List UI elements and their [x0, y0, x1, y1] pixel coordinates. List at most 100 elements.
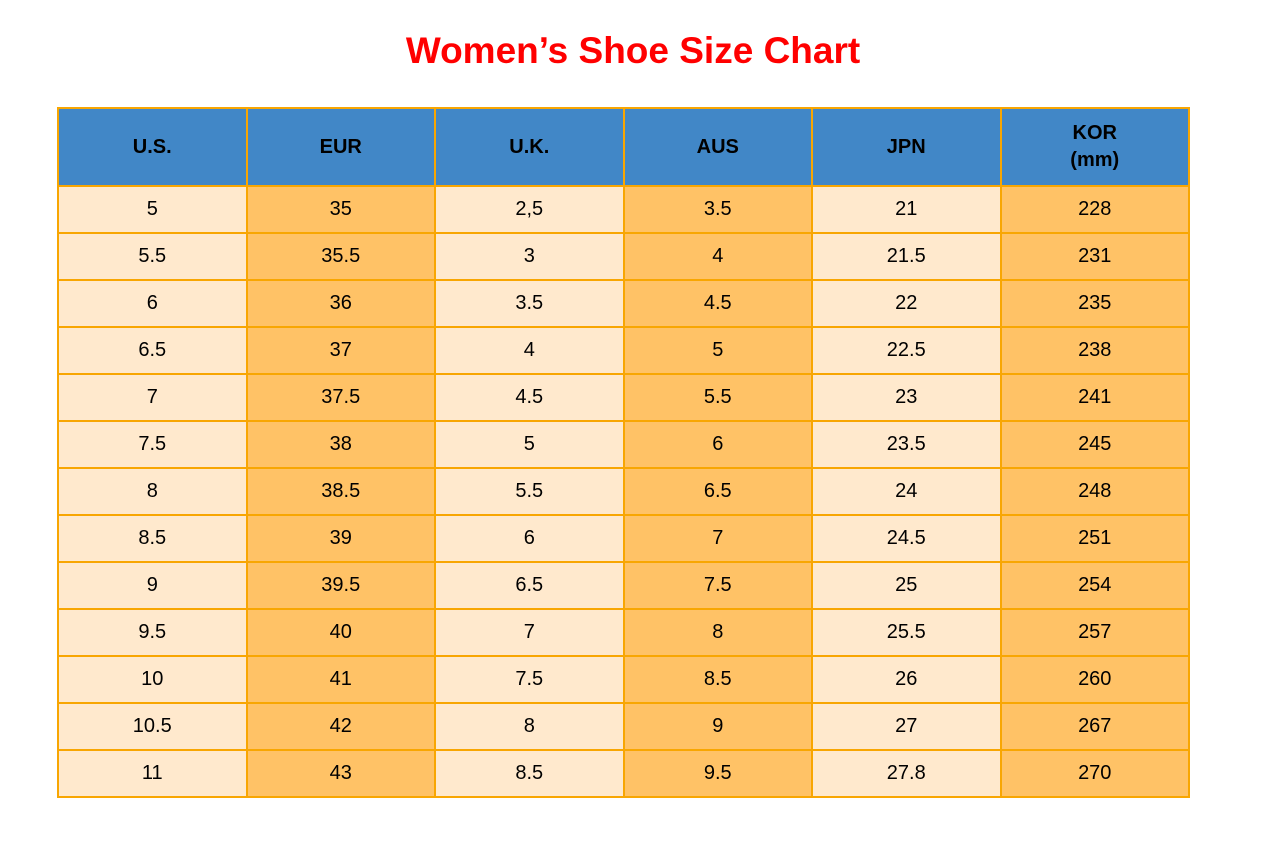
table-cell: 7	[57, 373, 248, 422]
table-cell: 6.5	[57, 326, 248, 375]
table-cell: 254	[999, 561, 1190, 610]
table-cell: 11	[57, 749, 248, 798]
table-cell: 3.5	[622, 185, 813, 234]
page-title: Women’s Shoe Size Chart	[405, 30, 861, 71]
table-cell: 21.5	[811, 232, 1002, 281]
table-cell: 6.5	[434, 561, 625, 610]
table-cell: 7	[622, 514, 813, 563]
table-cell: 5	[622, 326, 813, 375]
table-row-11: 10.5 42 8 9 27 267	[57, 702, 1190, 751]
table-cell: 8	[434, 702, 625, 751]
table-row-7: 8.5 39 6 7 24.5 251	[57, 514, 1190, 563]
table-body: 5 35 2,5 3.5 21 228 5.5 35.5 3 4 21.5 231 6 36 3.5 4.5 2…	[57, 185, 1190, 798]
column-header-kor-line2: (mm)	[1070, 149, 1120, 171]
table-cell: 6.5	[622, 467, 813, 516]
table-cell: 38.5	[245, 467, 436, 516]
table-cell: 7.5	[434, 655, 625, 704]
table-cell: 231	[999, 232, 1190, 281]
table-cell: 4.5	[434, 373, 625, 422]
table-cell: 238	[999, 326, 1190, 375]
table-row-3: 6.5 37 4 5 22.5 238	[57, 326, 1190, 375]
table-row-2: 6 36 3.5 4.5 22 235	[57, 279, 1190, 328]
table-row-8: 9 39.5 6.5 7.5 25 254	[57, 561, 1190, 610]
table-row-4: 7 37.5 4.5 5.5 23 241	[57, 373, 1190, 422]
table-cell: 8.5	[434, 749, 625, 798]
table-cell: 6	[434, 514, 625, 563]
table-cell: 25	[811, 561, 1002, 610]
table-cell: 39.5	[245, 561, 436, 610]
table-cell: 251	[999, 514, 1190, 563]
table-row-1: 5.5 35.5 3 4 21.5 231	[57, 232, 1190, 281]
table-cell: 6	[57, 279, 248, 328]
table-cell: 9.5	[622, 749, 813, 798]
table-row-5: 7.5 38 5 6 23.5 245	[57, 420, 1190, 469]
table-cell: 8	[57, 467, 248, 516]
column-header-eur: EUR	[245, 107, 436, 187]
table-cell: 41	[245, 655, 436, 704]
table-cell: 235	[999, 279, 1190, 328]
table-cell: 25.5	[811, 608, 1002, 657]
table-row-12: 11 43 8.5 9.5 27.8 270	[57, 749, 1190, 798]
table-cell: 35	[245, 185, 436, 234]
table-cell: 2,5	[434, 185, 625, 234]
table-cell: 5.5	[434, 467, 625, 516]
table-cell: 7.5	[57, 420, 248, 469]
table-cell: 24.5	[811, 514, 1002, 563]
table-cell: 8.5	[622, 655, 813, 704]
shoe-size-table: U.S. EUR U.K. AUS JPN KOR (mm) 5 35 2,5 3.5…	[57, 107, 1190, 798]
table-cell: 21	[811, 185, 1002, 234]
column-header-jpn: JPN	[811, 107, 1002, 187]
table-cell: 4.5	[622, 279, 813, 328]
table-cell: 257	[999, 608, 1190, 657]
table-cell: 267	[999, 702, 1190, 751]
column-header-aus: AUS	[622, 107, 813, 187]
table-cell: 35.5	[245, 232, 436, 281]
table-cell: 37	[245, 326, 436, 375]
column-header-us: U.S.	[57, 107, 248, 187]
table-cell: 23.5	[811, 420, 1002, 469]
table-cell: 42	[245, 702, 436, 751]
table-cell: 27	[811, 702, 1002, 751]
table-cell: 22.5	[811, 326, 1002, 375]
table-cell: 3	[434, 232, 625, 281]
column-header-uk: U.K.	[434, 107, 625, 187]
table-cell: 245	[999, 420, 1190, 469]
table-row-10: 10 41 7.5 8.5 26 260	[57, 655, 1190, 704]
table-cell: 5.5	[57, 232, 248, 281]
column-header-kor: KOR (mm)	[999, 107, 1190, 187]
table-cell: 24	[811, 467, 1002, 516]
table-row-0: 5 35 2,5 3.5 21 228	[57, 185, 1190, 234]
table-row-9: 9.5 40 7 8 25.5 257	[57, 608, 1190, 657]
table-cell: 26	[811, 655, 1002, 704]
table-cell: 7.5	[622, 561, 813, 610]
table-header-row: U.S. EUR U.K. AUS JPN KOR (mm)	[57, 107, 1190, 187]
table-cell: 40	[245, 608, 436, 657]
table-cell: 9	[57, 561, 248, 610]
table-cell: 241	[999, 373, 1190, 422]
table-cell: 6	[622, 420, 813, 469]
table-cell: 4	[622, 232, 813, 281]
table-cell: 36	[245, 279, 436, 328]
table-cell: 37.5	[245, 373, 436, 422]
table-cell: 43	[245, 749, 436, 798]
table-cell: 5.5	[622, 373, 813, 422]
table-cell: 260	[999, 655, 1190, 704]
table-cell: 3.5	[434, 279, 625, 328]
table-cell: 9	[622, 702, 813, 751]
table-cell: 8	[622, 608, 813, 657]
table-cell: 248	[999, 467, 1190, 516]
table-cell: 228	[999, 185, 1190, 234]
table-cell: 23	[811, 373, 1002, 422]
table-cell: 8.5	[57, 514, 248, 563]
table-row-6: 8 38.5 5.5 6.5 24 248	[57, 467, 1190, 516]
column-header-kor-line1: KOR	[1072, 122, 1117, 144]
table-cell: 5	[434, 420, 625, 469]
table-cell: 39	[245, 514, 436, 563]
table-cell: 10	[57, 655, 248, 704]
table-cell: 7	[434, 608, 625, 657]
table-cell: 38	[245, 420, 436, 469]
table-cell: 22	[811, 279, 1002, 328]
table-cell: 9.5	[57, 608, 248, 657]
table-cell: 10.5	[57, 702, 248, 751]
